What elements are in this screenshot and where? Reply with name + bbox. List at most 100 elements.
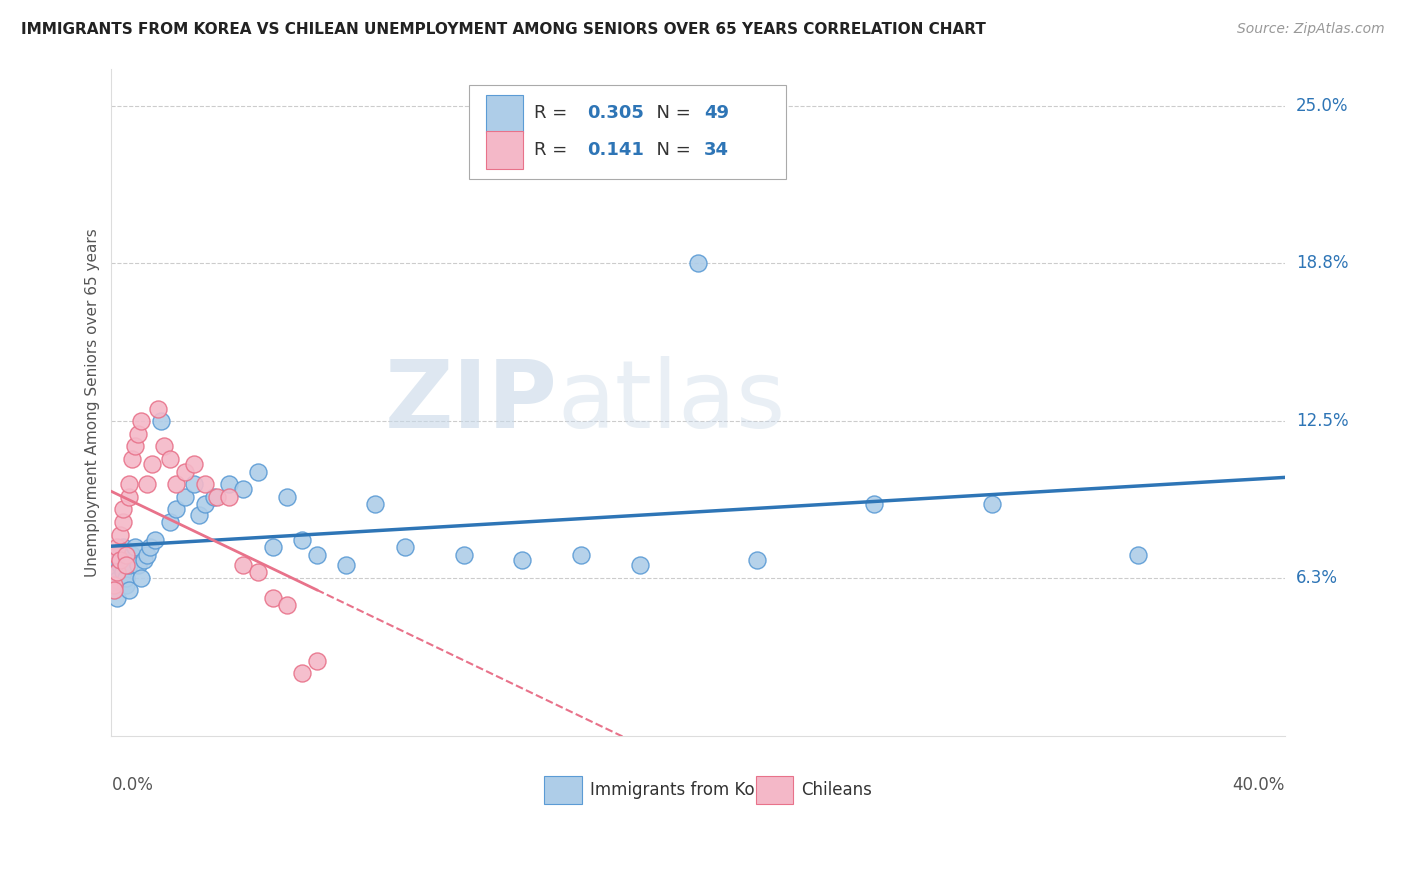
FancyBboxPatch shape (470, 86, 786, 178)
Point (135, 548, 157, 562)
Text: R =: R = (534, 104, 572, 122)
Point (291, 533, 314, 547)
Point (103, 583, 125, 598)
Point (202, 490, 225, 504)
Point (129, 570, 152, 584)
Point (138, 541, 160, 555)
Text: N =: N = (645, 104, 697, 122)
Point (150, 414, 173, 428)
Point (118, 477, 141, 491)
Text: Chileans: Chileans (801, 780, 872, 798)
Point (159, 515, 181, 529)
Point (124, 440, 146, 454)
Point (118, 583, 141, 598)
Text: 12.5%: 12.5% (1296, 412, 1348, 430)
Point (129, 414, 152, 428)
Text: R =: R = (534, 141, 572, 159)
Point (112, 566, 135, 580)
Text: 0.0%: 0.0% (111, 776, 153, 795)
Point (112, 502, 135, 516)
Y-axis label: Unemployment Among Seniors over 65 years: Unemployment Among Seniors over 65 years (86, 228, 100, 577)
Point (105, 541, 128, 555)
Point (305, 548, 328, 562)
Point (173, 465, 195, 479)
Point (453, 548, 475, 562)
Point (110, 527, 132, 541)
Point (103, 578, 125, 592)
FancyBboxPatch shape (756, 776, 793, 804)
Text: 0.305: 0.305 (586, 104, 644, 122)
Text: Source: ZipAtlas.com: Source: ZipAtlas.com (1237, 22, 1385, 37)
Text: 49: 49 (704, 104, 730, 122)
Point (183, 477, 205, 491)
Point (232, 558, 254, 572)
Point (132, 553, 155, 567)
Point (569, 548, 592, 562)
Point (110, 553, 132, 567)
Point (232, 483, 254, 497)
Point (165, 477, 187, 491)
Point (110, 553, 132, 567)
Point (205, 490, 228, 504)
Point (173, 490, 195, 504)
Point (105, 566, 128, 580)
Point (103, 578, 125, 592)
Point (218, 477, 240, 491)
Point (145, 533, 167, 547)
Point (276, 599, 298, 613)
Point (153, 440, 176, 454)
Point (110, 548, 132, 562)
Point (247, 465, 270, 479)
Point (105, 591, 128, 605)
Point (135, 477, 157, 491)
Text: 6.3%: 6.3% (1296, 568, 1339, 587)
Point (103, 583, 125, 598)
Text: 34: 34 (704, 141, 730, 159)
Point (110, 558, 132, 572)
Point (980, 498, 1002, 512)
Point (115, 578, 138, 592)
Point (148, 401, 170, 416)
Point (364, 498, 387, 512)
Point (863, 498, 886, 512)
Text: 0.141: 0.141 (586, 141, 644, 159)
Text: 40.0%: 40.0% (1233, 776, 1285, 795)
Point (394, 541, 416, 555)
Point (688, 255, 710, 269)
FancyBboxPatch shape (486, 95, 523, 133)
Point (124, 541, 146, 555)
Point (194, 477, 217, 491)
Point (141, 457, 163, 471)
Point (1128, 548, 1150, 562)
Point (112, 541, 135, 555)
Point (262, 541, 284, 555)
Point (112, 515, 135, 529)
Point (121, 452, 143, 467)
Point (105, 548, 128, 562)
Point (510, 553, 533, 567)
Point (105, 566, 128, 580)
Text: N =: N = (645, 141, 697, 159)
Point (194, 498, 217, 512)
Point (115, 548, 138, 562)
FancyBboxPatch shape (486, 131, 523, 169)
Point (118, 490, 141, 504)
Point (305, 654, 328, 668)
Point (165, 502, 187, 516)
Point (118, 558, 141, 572)
Point (115, 570, 138, 584)
Point (247, 566, 270, 580)
Point (291, 666, 314, 681)
Text: Immigrants from Korea: Immigrants from Korea (591, 780, 782, 798)
Point (335, 558, 357, 572)
Text: ZIP: ZIP (384, 357, 557, 449)
Point (262, 591, 284, 605)
Point (127, 558, 149, 572)
Text: 18.8%: 18.8% (1296, 253, 1348, 271)
Point (745, 553, 768, 567)
Point (105, 573, 128, 587)
FancyBboxPatch shape (544, 776, 582, 804)
Text: IMMIGRANTS FROM KOREA VS CHILEAN UNEMPLOYMENT AMONG SENIORS OVER 65 YEARS CORREL: IMMIGRANTS FROM KOREA VS CHILEAN UNEMPLO… (21, 22, 986, 37)
Point (188, 508, 211, 522)
Point (276, 490, 298, 504)
